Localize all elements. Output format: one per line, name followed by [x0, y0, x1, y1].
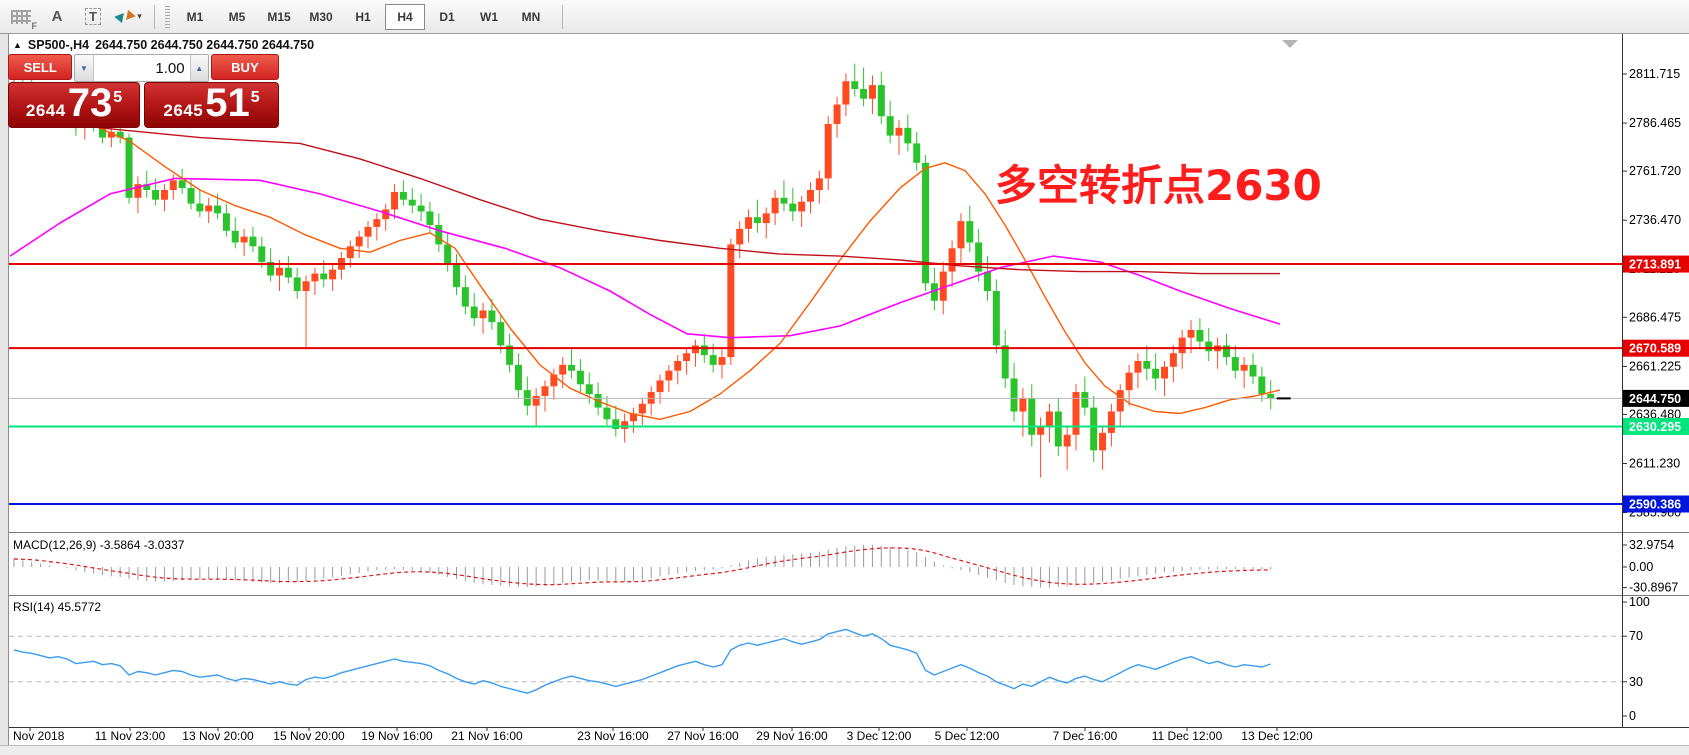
- one-click-trading-panel: SELL ▼ ▲ BUY 2644 73 5 2645 51 5: [8, 54, 279, 128]
- time-tick-label: 11 Nov 23:00: [95, 729, 166, 743]
- time-tick-label: 27 Nov 16:00: [667, 729, 739, 743]
- toolbar-separator: [562, 4, 563, 29]
- sell-button[interactable]: SELL: [8, 54, 73, 80]
- one-click-arrow-icon[interactable]: ▲: [13, 40, 22, 50]
- time-tick-label: 15 Nov 20:00: [273, 729, 345, 743]
- level-price-label: [1623, 417, 1689, 435]
- macd-panel: MACD(12,26,9) -3.5864 -3.0337 32.9754 0.00…: [13, 538, 1678, 595]
- tab-timeframe-H4[interactable]: H4: [385, 3, 425, 30]
- shift-marker-icon[interactable]: [1282, 40, 1298, 48]
- time-tick-label: 13 Dec 12:00: [1241, 729, 1313, 743]
- svg-text:2670.589: 2670.589: [1629, 342, 1681, 356]
- time-tick-label: 19 Nov 16:00: [361, 729, 433, 743]
- tab-timeframe-M5[interactable]: M5: [228, 9, 246, 24]
- sell-price-point: 5: [113, 89, 123, 106]
- macd-tick-label: -30.8967: [1629, 581, 1678, 595]
- lot-size-input[interactable]: [93, 55, 190, 81]
- time-tick-label: 3 Dec 12:00: [847, 729, 912, 743]
- time-tick-label: 23 Nov 16:00: [577, 729, 649, 743]
- macd-tick-label: 0.00: [1629, 560, 1653, 574]
- time-tick-label: 13 Nov 20:00: [182, 729, 254, 743]
- price-tick-label: 2761.720: [1629, 164, 1681, 178]
- tab-timeframe-M30[interactable]: M30: [309, 9, 333, 24]
- time-tick-label: 21 Nov 16:00: [451, 729, 523, 743]
- arrow-tools-icon[interactable]: ▾: [114, 4, 144, 30]
- time-tick-label: 8 Nov 2018: [3, 729, 65, 743]
- tab-timeframe-M15[interactable]: M15: [267, 9, 291, 24]
- sell-price-pips: 73: [67, 81, 113, 125]
- time-tick-label: 29 Nov 16:00: [756, 729, 828, 743]
- chart-ohlc-readout: 2644.750 2644.750 2644.750 2644.750: [95, 38, 315, 52]
- svg-text:2630.295: 2630.295: [1629, 420, 1681, 434]
- buy-price-point: 5: [250, 89, 260, 106]
- timeframe-group: M1 M5 M15 M30 H1 H4 D1 W1 MN: [174, 3, 552, 30]
- chart-annotation-text: 多空转折点2630: [995, 161, 1322, 210]
- level-price-label: [1623, 255, 1689, 273]
- price-tick-label: 2661.225: [1629, 359, 1681, 373]
- rsi-tick-label: 0: [1629, 709, 1636, 723]
- time-tick-label: 11 Dec 12:00: [1152, 729, 1223, 743]
- buy-price-pips: 51: [205, 81, 250, 125]
- rsi-tick-label: 70: [1629, 629, 1643, 643]
- rsi-tick-label: 100: [1629, 595, 1650, 609]
- tab-timeframe-MN[interactable]: MN: [521, 9, 541, 24]
- svg-text:2713.891: 2713.891: [1629, 258, 1681, 272]
- buy-button[interactable]: BUY: [210, 54, 279, 80]
- text-box-glyph: T: [85, 8, 101, 25]
- text-box-icon[interactable]: T: [78, 4, 108, 30]
- level-price-label: [1623, 339, 1689, 357]
- svg-text:2590.386: 2590.386: [1629, 497, 1681, 511]
- price-tick-label: 2811.715: [1629, 67, 1680, 81]
- ma-medium-magenta: [9, 177, 1281, 339]
- time-tick-label: 7 Dec 16:00: [1053, 729, 1118, 743]
- macd-tick-label: 32.9754: [1629, 538, 1674, 552]
- time-tick-label: 5 Dec 12:00: [935, 729, 1000, 743]
- time-axis[interactable]: 8 Nov 2018 11 Nov 23:00 13 Nov 20:00 15 Nov…: [3, 727, 1313, 743]
- tab-timeframe-W1[interactable]: W1: [480, 9, 498, 24]
- chart-symbol-label: SP500-,H4: [27, 38, 90, 52]
- rsi-line: [13, 628, 1271, 694]
- toolbar: F A T ▾ M1 M5 M15 M30 H1 H4 D1 W1 MN: [0, 0, 1689, 34]
- buy-price-figure: 2645: [163, 101, 204, 120]
- price-tick-label: 2736.470: [1629, 213, 1681, 227]
- current-price-label: [1623, 389, 1689, 407]
- macd-label: MACD(12,26,9) -3.5864 -3.0337: [13, 538, 185, 552]
- tab-timeframe-D1[interactable]: D1: [439, 9, 455, 24]
- buy-price-display[interactable]: 2645 51 5: [144, 82, 279, 128]
- rsi-label: RSI(14) 45.5772: [13, 600, 101, 614]
- toolbar-separator: [154, 4, 155, 29]
- svg-text:2644.750: 2644.750: [1629, 392, 1681, 406]
- tab-timeframe-M1[interactable]: M1: [186, 9, 204, 24]
- rsi-panel: RSI(14) 45.5772 100 70 30 0: [9, 595, 1650, 723]
- tab-timeframe-H1[interactable]: H1: [355, 9, 371, 24]
- chart-title: ▲ SP500-,H4 2644.750 2644.750 2644.750 2…: [13, 38, 314, 52]
- price-tick-label: 2686.475: [1629, 310, 1681, 324]
- price-tick-label: 2636.480: [1629, 407, 1681, 421]
- lot-decrease-button[interactable]: ▼: [75, 55, 94, 81]
- status-strip: [0, 745, 1689, 755]
- price-tick-label: 2611.230: [1629, 457, 1680, 471]
- rsi-tick-label: 30: [1629, 675, 1643, 689]
- window-left-edge: [0, 33, 9, 754]
- toolbar-drag-handle[interactable]: [165, 5, 170, 28]
- indicator-grid-icon[interactable]: F: [6, 4, 37, 31]
- sell-price-figure: 2644: [25, 101, 66, 120]
- ma-fast-orange: [9, 101, 1281, 420]
- ma-slow-darkred: [9, 109, 1280, 275]
- text-label-icon[interactable]: A: [51, 8, 63, 25]
- chevron-down-icon: ▾: [137, 11, 142, 21]
- macd-signal-line: [13, 547, 1271, 586]
- sell-price-display[interactable]: 2644 73 5: [8, 81, 141, 128]
- level-price-label: [1623, 495, 1689, 513]
- lot-increase-button[interactable]: ▲: [189, 55, 208, 81]
- price-tick-label: 2786.465: [1629, 116, 1681, 130]
